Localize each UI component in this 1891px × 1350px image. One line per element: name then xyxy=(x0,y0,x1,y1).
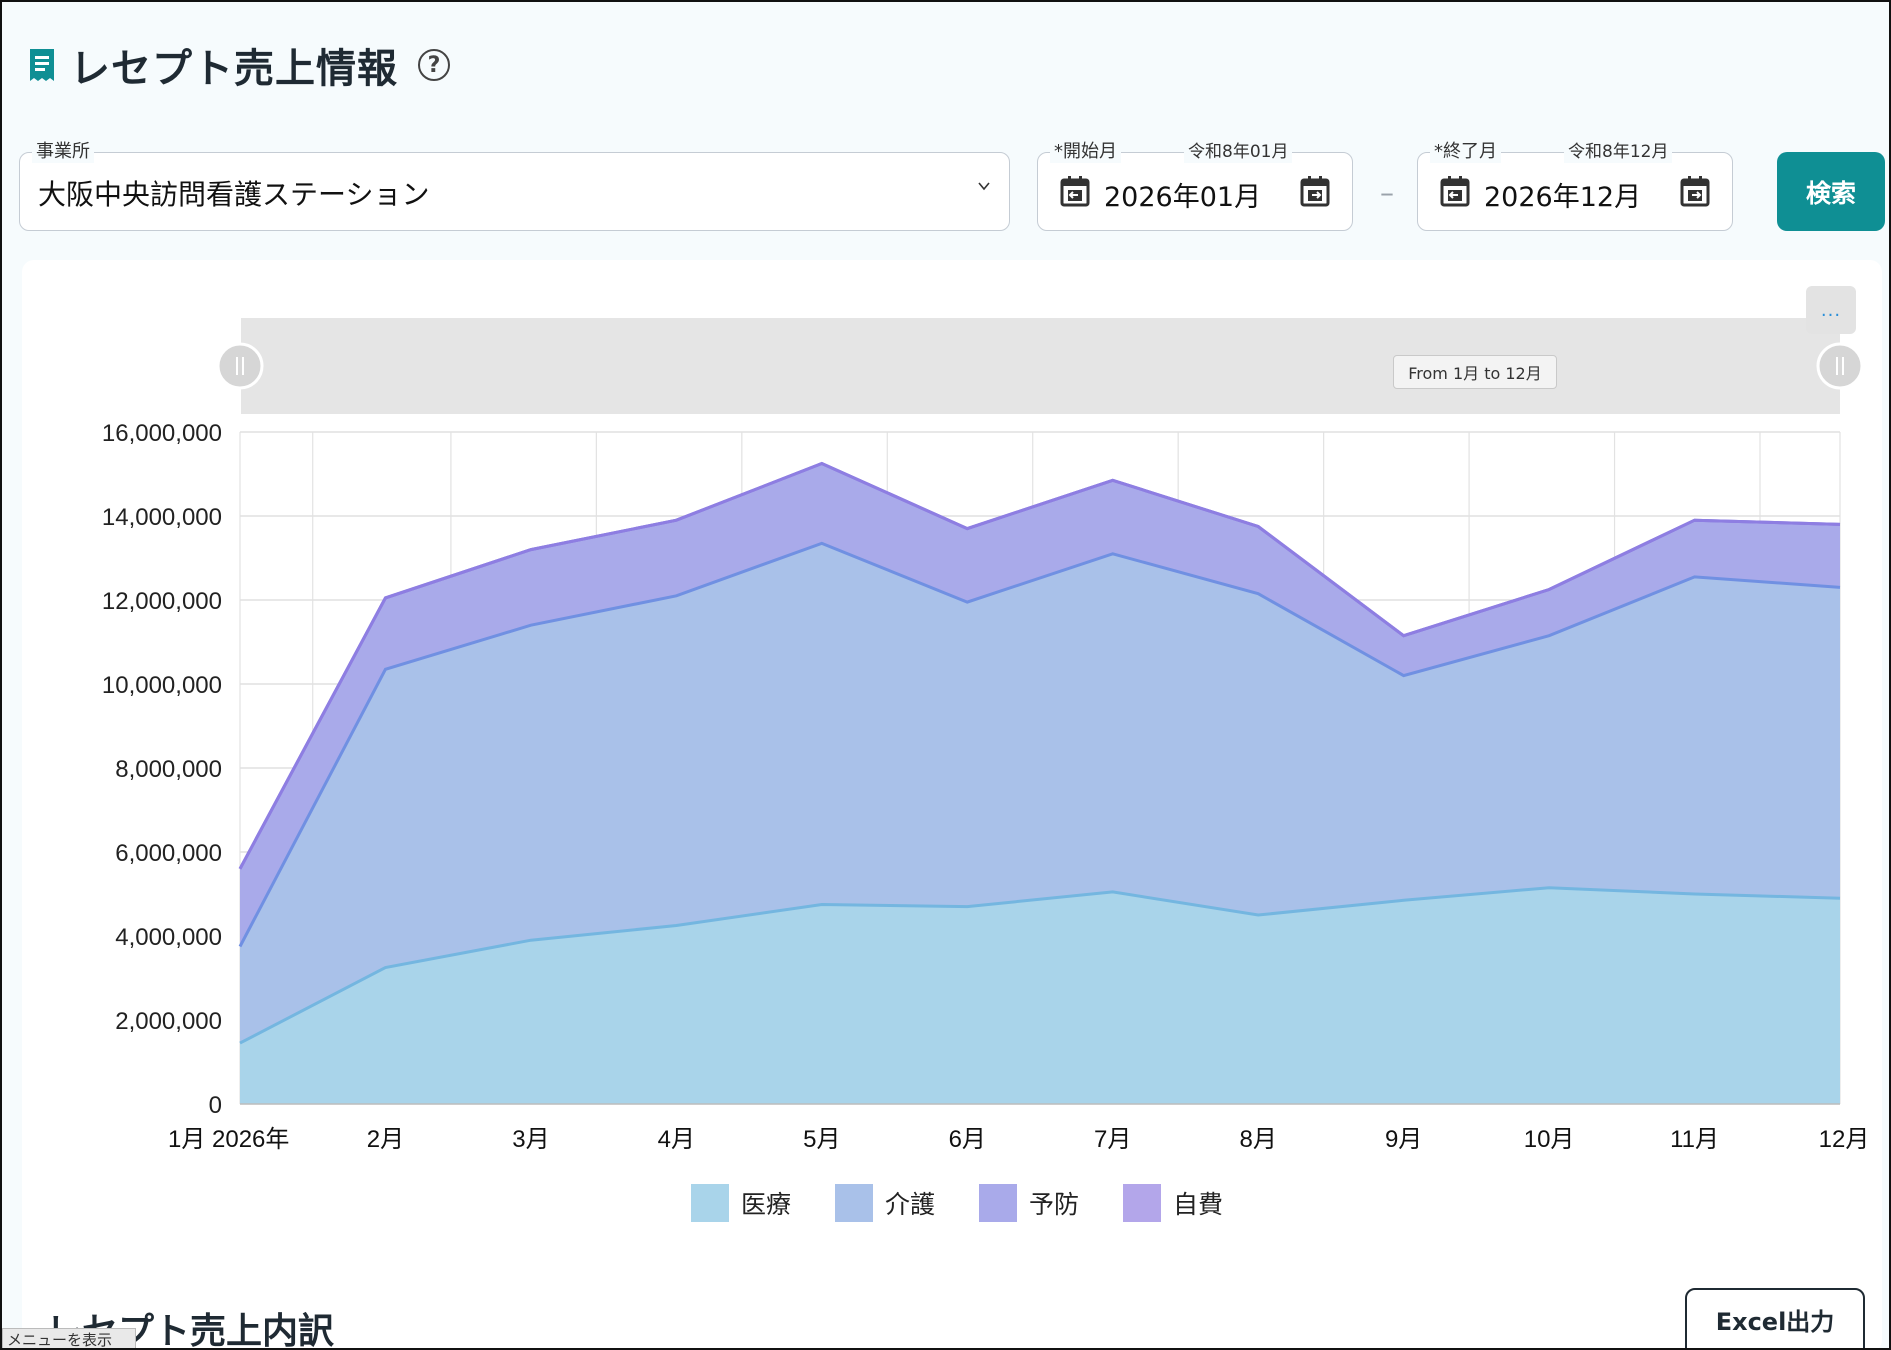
office-select[interactable]: 事業所 大阪中央訪問看護ステーション xyxy=(19,141,1010,231)
legend-label: 予防 xyxy=(1029,1190,1080,1219)
end-month-label: *終了月 xyxy=(1430,141,1501,163)
show-menu-toggle[interactable]: メニューを表示 xyxy=(2,1328,136,1348)
legend-item[interactable]: 介護 xyxy=(835,1184,935,1222)
legend-swatch xyxy=(835,1184,874,1222)
excel-export-button[interactable]: Excel出力 xyxy=(1685,1288,1865,1348)
start-month-value: 2026年01月 xyxy=(1104,182,1262,213)
date-range-separator: – xyxy=(1380,176,1394,209)
question-circle-icon[interactable]: ? xyxy=(418,49,450,81)
calendar-prev-icon[interactable] xyxy=(1440,175,1470,207)
legend-label: 介護 xyxy=(885,1190,936,1219)
end-month-era: 令和8年12月 xyxy=(1564,141,1673,163)
chart-menu-button[interactable]: ... xyxy=(1806,286,1856,334)
start-month-label: *開始月 xyxy=(1050,141,1121,163)
end-month-value: 2026年12月 xyxy=(1484,182,1642,213)
receipt-icon xyxy=(30,49,54,81)
chevron-down-icon xyxy=(978,182,990,191)
legend-item[interactable]: 医療 xyxy=(691,1184,791,1222)
start-month-era: 令和8年01月 xyxy=(1184,141,1293,163)
chart-legend: 医療 介護 予防 自費 xyxy=(691,1184,1223,1222)
search-button[interactable]: 検索 xyxy=(1777,152,1885,231)
page-header: レセプト売上情報 ? xyxy=(28,38,450,92)
legend-item[interactable]: 自費 xyxy=(1123,1184,1223,1222)
calendar-next-icon[interactable] xyxy=(1300,175,1330,207)
calendar-next-icon[interactable] xyxy=(1680,175,1710,207)
office-label: 事業所 xyxy=(32,141,94,163)
calendar-prev-icon[interactable] xyxy=(1060,175,1090,207)
end-month-field[interactable]: *終了月 令和8年12月 2026年12月 xyxy=(1417,141,1733,231)
range-tooltip: From 1月 to 12月 xyxy=(1393,355,1557,389)
legend-label: 自費 xyxy=(1173,1190,1224,1219)
office-value: 大阪中央訪問看護ステーション xyxy=(38,178,430,211)
legend-swatch xyxy=(691,1184,729,1222)
legend-item[interactable]: 予防 xyxy=(979,1184,1079,1222)
legend-swatch xyxy=(1123,1184,1162,1222)
legend-swatch xyxy=(979,1184,1018,1222)
page-title: レセプト売上情報 xyxy=(70,46,398,92)
start-month-field[interactable]: *開始月 令和8年01月 2026年01月 xyxy=(1037,141,1353,231)
legend-label: 医療 xyxy=(741,1190,792,1219)
